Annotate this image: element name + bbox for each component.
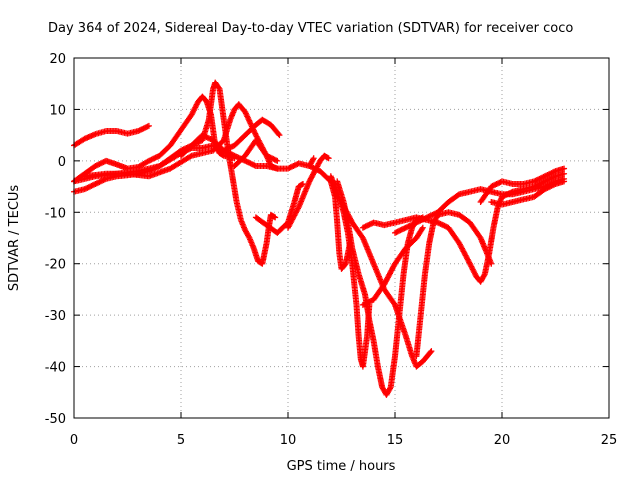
data-point bbox=[274, 165, 281, 172]
data-point bbox=[561, 170, 568, 177]
data-point bbox=[561, 165, 568, 172]
data-point bbox=[309, 156, 316, 163]
series-arc-2 bbox=[71, 93, 238, 185]
data-point bbox=[275, 131, 282, 137]
y-tick-label: -20 bbox=[45, 258, 66, 273]
data-point bbox=[274, 157, 281, 164]
data-point bbox=[387, 385, 394, 392]
x-tick-label: 10 bbox=[280, 433, 297, 448]
x-tick-label: 15 bbox=[387, 433, 404, 448]
x-tick-label: 25 bbox=[601, 433, 618, 448]
data-point bbox=[427, 349, 434, 356]
y-tick-label: -10 bbox=[45, 206, 66, 221]
y-tick-label: 10 bbox=[49, 103, 66, 118]
data-point bbox=[310, 155, 317, 162]
y-tick-label: 20 bbox=[49, 52, 66, 67]
series-arc-9 bbox=[285, 152, 332, 231]
series-arc-5 bbox=[81, 101, 281, 180]
data-point bbox=[419, 226, 426, 232]
data-point bbox=[419, 224, 426, 231]
x-tick-label: 5 bbox=[177, 433, 185, 448]
data-point bbox=[276, 132, 283, 139]
series-arc-12 bbox=[334, 178, 426, 398]
series-arc-1 bbox=[71, 122, 152, 149]
data-point bbox=[428, 348, 435, 355]
series-arc-17 bbox=[392, 175, 568, 236]
series-arc-7 bbox=[231, 137, 281, 172]
data-point bbox=[481, 272, 488, 279]
data-point bbox=[299, 181, 306, 187]
y-tick-label: -30 bbox=[45, 309, 66, 324]
data-point bbox=[145, 122, 152, 129]
y-tick-label: -40 bbox=[45, 361, 66, 376]
x-tick-label: 0 bbox=[70, 433, 78, 448]
x-axis-title: GPS time / hours bbox=[287, 459, 396, 474]
data-series bbox=[71, 79, 568, 398]
chart-title: Day 364 of 2024, Sidereal Day-to-day VTE… bbox=[48, 21, 573, 36]
plot-frame bbox=[73, 57, 610, 419]
series-arc-6 bbox=[178, 116, 283, 159]
data-point bbox=[455, 192, 462, 199]
axes: 0 5 10 15 20 25 -50 -40 -30 -20 -10 0 10 20 bbox=[45, 52, 618, 448]
series-arc-16 bbox=[413, 209, 495, 360]
data-point bbox=[488, 260, 495, 267]
data-point bbox=[272, 214, 279, 221]
data-point bbox=[215, 84, 222, 91]
y-tick-label: -50 bbox=[45, 412, 66, 427]
data-point bbox=[187, 153, 194, 160]
grid bbox=[74, 58, 609, 418]
series-arc-18 bbox=[477, 165, 568, 205]
series-arc-19 bbox=[488, 178, 568, 208]
data-point bbox=[561, 178, 568, 185]
series-arc-14 bbox=[359, 224, 426, 308]
x-tick-label: 20 bbox=[494, 433, 511, 448]
data-point bbox=[325, 155, 332, 162]
series-arc-8 bbox=[252, 181, 306, 236]
series-arc-13 bbox=[338, 199, 435, 370]
data-point bbox=[245, 233, 252, 240]
y-tick-label: 0 bbox=[58, 155, 66, 170]
y-axis-title: SDTVAR / TECUs bbox=[7, 185, 22, 292]
